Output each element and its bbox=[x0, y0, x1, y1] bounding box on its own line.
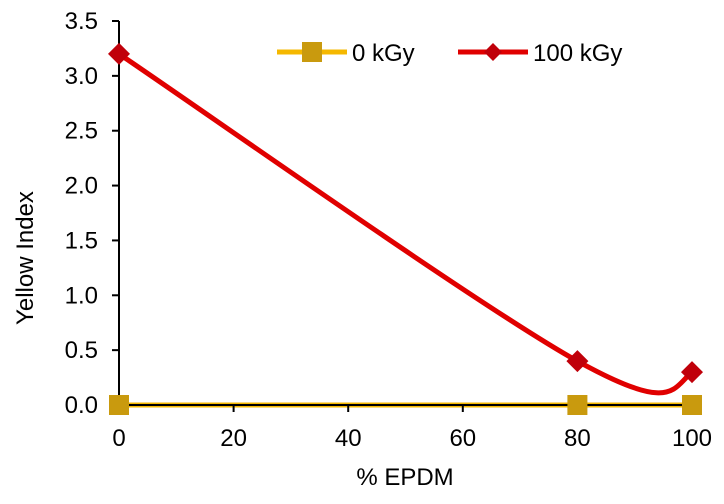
x-tick-label: 40 bbox=[335, 425, 362, 452]
y-tick-label: 0.5 bbox=[65, 337, 98, 364]
y-tick-label: 2.5 bbox=[65, 118, 98, 145]
legend: 0 kGy 100 kGy bbox=[277, 40, 622, 67]
data-point-square bbox=[682, 395, 702, 415]
legend-marker-square bbox=[302, 42, 322, 62]
data-point-diamond bbox=[108, 42, 130, 65]
legend-label: 100 kGy bbox=[533, 40, 622, 67]
y-tick-label: 3.0 bbox=[65, 63, 98, 90]
x-ticks: 0 20 40 60 80 100 bbox=[112, 405, 712, 452]
data-point-square bbox=[109, 395, 129, 415]
legend-label: 0 kGy bbox=[352, 40, 415, 67]
x-tick-label: 0 bbox=[112, 425, 125, 452]
x-tick-label: 60 bbox=[449, 425, 476, 452]
x-axis-title: % EPDM bbox=[356, 464, 453, 491]
y-tick-label: 1.0 bbox=[65, 282, 98, 309]
x-tick-label: 20 bbox=[220, 425, 247, 452]
x-tick-label: 80 bbox=[564, 425, 591, 452]
series-line bbox=[116, 51, 695, 396]
y-ticks: 0.0 0.5 1.0 1.5 2.0 2.5 3.0 3.5 bbox=[65, 8, 119, 419]
legend-marker-diamond bbox=[484, 43, 502, 61]
y-tick-label: 1.5 bbox=[65, 227, 98, 254]
data-point-diamond bbox=[681, 361, 703, 384]
y-tick-label: 0.0 bbox=[65, 392, 98, 419]
y-tick-label: 2.0 bbox=[65, 173, 98, 200]
axes bbox=[118, 21, 692, 406]
x-tick-label: 100 bbox=[672, 425, 712, 452]
data-point-square bbox=[567, 395, 588, 415]
y-axis-title: Yellow Index bbox=[12, 191, 39, 325]
series-marks bbox=[108, 42, 703, 415]
y-tick-label: 3.5 bbox=[65, 8, 98, 35]
plot-lines bbox=[116, 51, 695, 408]
data-point-diamond bbox=[566, 350, 589, 373]
